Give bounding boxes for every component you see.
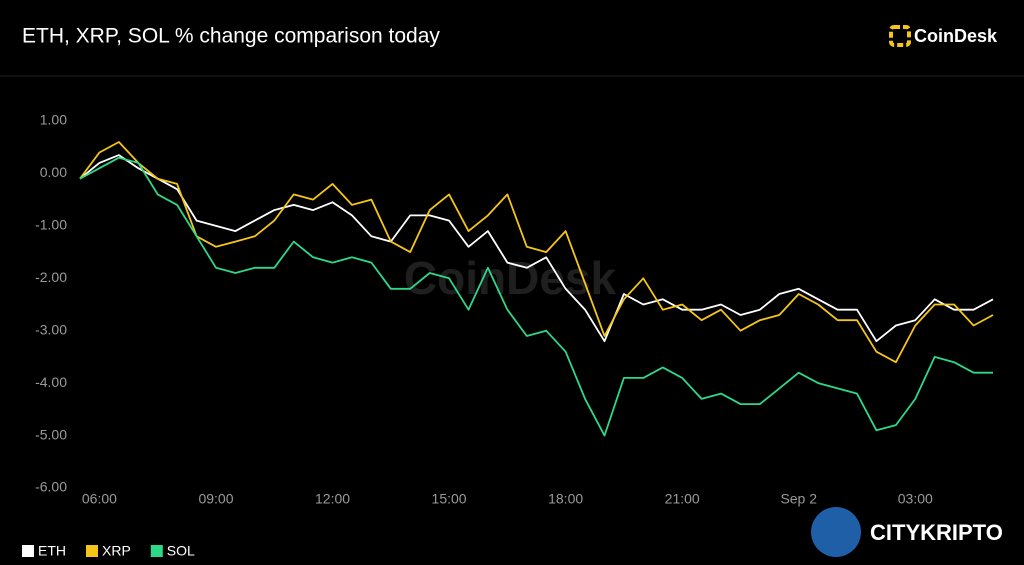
legend-swatch bbox=[22, 545, 34, 557]
x-tick-label: 03:00 bbox=[898, 491, 933, 507]
series-line bbox=[79, 141, 994, 364]
x-tick-label: 09:00 bbox=[198, 491, 233, 507]
legend-swatch bbox=[86, 545, 98, 557]
x-tick-label: Sep 2 bbox=[780, 491, 817, 507]
x-tick-label: 06:00 bbox=[82, 491, 117, 507]
y-tick-label: -6.00 bbox=[35, 479, 67, 495]
y-tick-label: -2.00 bbox=[35, 269, 67, 285]
legend-swatch bbox=[150, 545, 163, 557]
brand-icon bbox=[889, 25, 911, 47]
y-tick-label: -5.00 bbox=[35, 426, 67, 442]
y-tick-label: -3.00 bbox=[35, 321, 67, 337]
x-tick-label: 21:00 bbox=[665, 491, 700, 507]
legend-label: XRP bbox=[102, 543, 131, 559]
legend-label: ETH bbox=[38, 543, 66, 559]
legend-label: SOL bbox=[167, 543, 195, 559]
y-tick-label: 1.00 bbox=[40, 112, 67, 128]
brand-logo: CoinDesk bbox=[889, 25, 998, 47]
y-tick-label: 0.00 bbox=[40, 164, 67, 180]
y-tick-label: -1.00 bbox=[35, 217, 67, 233]
series-line bbox=[79, 156, 993, 437]
series-line bbox=[79, 154, 994, 343]
y-tick-label: -4.00 bbox=[35, 374, 67, 390]
x-tick-label: 18:00 bbox=[548, 491, 583, 507]
citykripto-watermark: CITYKRIPTO bbox=[811, 507, 1003, 557]
watermark-icon bbox=[811, 507, 861, 557]
chart-title: ETH, XRP, SOL % change comparison today bbox=[22, 25, 440, 48]
watermark-brand: CoinDesk bbox=[404, 252, 617, 304]
x-tick-label: 15:00 bbox=[432, 491, 467, 507]
x-tick-label: 12:00 bbox=[315, 491, 350, 507]
watermark-text: CITYKRIPTO bbox=[870, 520, 1003, 545]
brand-name: CoinDesk bbox=[914, 26, 998, 46]
